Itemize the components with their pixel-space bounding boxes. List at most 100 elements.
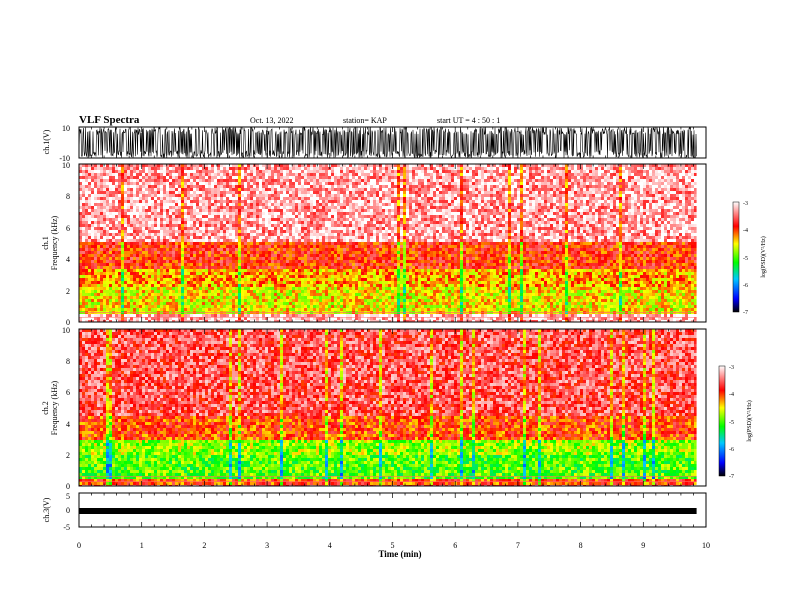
ch1-spec-cell (133, 170, 136, 173)
ch1-spec-cell (166, 299, 169, 302)
ch1-spec-cell (118, 299, 121, 302)
ch1-spec-cell (193, 242, 196, 245)
ch1-spec-cell (241, 236, 244, 239)
ch1-spec-cell (280, 218, 283, 221)
ch1-spec-cell (157, 260, 160, 263)
ch1-spec-cell (220, 182, 223, 185)
ch1-spec-cell (232, 176, 235, 179)
ch1-spec-cell (88, 263, 91, 266)
ch1-spec-cell (322, 170, 325, 173)
ch1-spec-cell (139, 185, 142, 188)
ch1-spec-cell (268, 239, 271, 242)
ch1-spec-cell (175, 230, 178, 233)
ch1-spec-cell (94, 317, 97, 320)
ch1-spec-cell (268, 245, 271, 248)
ch1-spec-cell (169, 278, 172, 281)
ch1-spec-cell (244, 197, 247, 200)
ch1-spec-cell (172, 260, 175, 263)
ch1-spec-cell (220, 233, 223, 236)
ch1-spec-cell (313, 299, 316, 302)
ch1-spec-cell (190, 176, 193, 179)
ch1-spec-cell (208, 260, 211, 263)
ch1-spec-cell (160, 293, 163, 296)
ch1-spec-cell (115, 182, 118, 185)
ch1-spec-cell (358, 209, 361, 212)
ch1-spec-cell (328, 239, 331, 242)
ch1-spec-cell (139, 251, 142, 254)
ch1-spec-cell (97, 167, 100, 170)
ch1-spec-cell (106, 290, 109, 293)
ch1-spec-cell (160, 302, 163, 305)
ch1-spec-cell (334, 287, 337, 290)
ch1-spec-cell (280, 230, 283, 233)
ch1-spec-cell (88, 314, 91, 317)
ch1-spec-cell (139, 245, 142, 248)
ch1-spec-cell (115, 248, 118, 251)
ch1-spec-cell (256, 203, 259, 206)
ch1-spec-cell (115, 302, 118, 305)
ch1-spec-cell (94, 233, 97, 236)
ch1-spec-cell (298, 296, 301, 299)
ch1-spec-cell (307, 212, 310, 215)
ch1-spec-cell (79, 320, 82, 322)
ch1-spec-cell (346, 179, 349, 182)
ch1-spec-cell (109, 233, 112, 236)
ch1-spec-cell (334, 293, 337, 296)
ch1-spec-cell (334, 230, 337, 233)
ch1-spec-cell (271, 254, 274, 257)
ch1-spec-cell (199, 284, 202, 287)
ch1-spec-cell (178, 173, 181, 176)
ch1-spec-cell (238, 239, 241, 242)
ch1-spec-cell (358, 263, 361, 266)
ch1-spec-cell (337, 188, 340, 191)
ch1-spec-cell (265, 185, 268, 188)
ch1-spec-cell (250, 320, 253, 322)
ch1-spec-cell (163, 251, 166, 254)
ch1-spec-cell (250, 287, 253, 290)
ch1-spec-cell (283, 200, 286, 203)
ch1-spec-cell (247, 206, 250, 209)
ch1-spec-cell (337, 173, 340, 176)
ch1-spec-cell (301, 173, 304, 176)
ch1-spec-cell (247, 314, 250, 317)
ch1-spec-cell (190, 257, 193, 260)
ch1-spec-cell (319, 308, 322, 311)
ch1-spec-cell (121, 182, 124, 185)
ch1-spec-cell (304, 308, 307, 311)
ch1-spec-cell (109, 170, 112, 173)
ch1-spec-cell (340, 209, 343, 212)
ch1-spec-cell (172, 296, 175, 299)
ch1-spec-cell (175, 269, 178, 272)
ch1-spec-cell (262, 266, 265, 269)
ch1-spec-cell (121, 173, 124, 176)
ch1-spec-cell (103, 173, 106, 176)
ch1-spec-cell (139, 254, 142, 257)
ch1-spec-cell (274, 254, 277, 257)
ch1-spec-cell (121, 317, 124, 320)
ch1-spec-cell (97, 248, 100, 251)
ch1-spec-cell (274, 233, 277, 236)
ch1-spec-cell (307, 278, 310, 281)
ch1-spec-cell (283, 287, 286, 290)
ch1-spec-cell (274, 212, 277, 215)
ch1-spec-cell (232, 275, 235, 278)
ch1-spec-cell (199, 308, 202, 311)
ch1-spec-cell (220, 185, 223, 188)
ch1-spec-cell (115, 296, 118, 299)
ch1-spec-cell (262, 176, 265, 179)
ch1-spec-cell (124, 188, 127, 191)
ch1-spec-cell (265, 293, 268, 296)
ch1-spec-cell (172, 266, 175, 269)
ch1-spec-cell (220, 197, 223, 200)
ch1-spec-cell (334, 254, 337, 257)
ch1-spec-cell (154, 272, 157, 275)
ch1-spec-cell (334, 197, 337, 200)
ch1-spec-cell (292, 242, 295, 245)
ch1-spec-cell (307, 233, 310, 236)
ch1-spec-cell (199, 221, 202, 224)
ch1-spec-cell (145, 182, 148, 185)
ch1-spec-cell (232, 206, 235, 209)
ch1-spec-cell (310, 281, 313, 284)
ch1-spec-cell (328, 221, 331, 224)
ch1-spec-cell (193, 233, 196, 236)
